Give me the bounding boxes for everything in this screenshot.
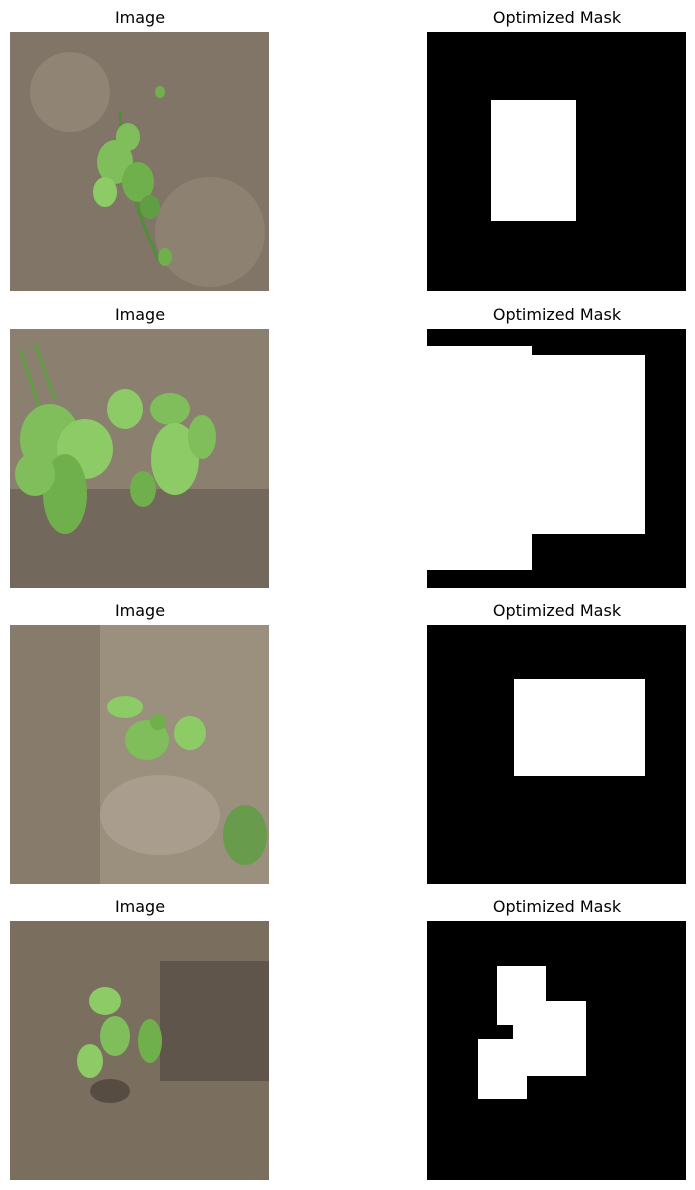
image-title: Image [114,8,166,27]
image-title: Image [114,601,166,620]
plant-photo [10,32,269,291]
optimized-mask [427,625,686,884]
mask-title: Optimized Mask [492,897,622,916]
plant-photo [10,921,269,1180]
image-title: Image [114,305,166,324]
image-title: Image [114,897,166,916]
mask-title: Optimized Mask [492,305,622,324]
plant-photo [10,329,269,588]
optimized-mask [427,32,686,291]
mask-title: Optimized Mask [492,601,622,620]
mask-title: Optimized Mask [492,8,622,27]
plant-photo [10,625,269,884]
optimized-mask [427,921,686,1180]
optimized-mask [427,329,686,588]
